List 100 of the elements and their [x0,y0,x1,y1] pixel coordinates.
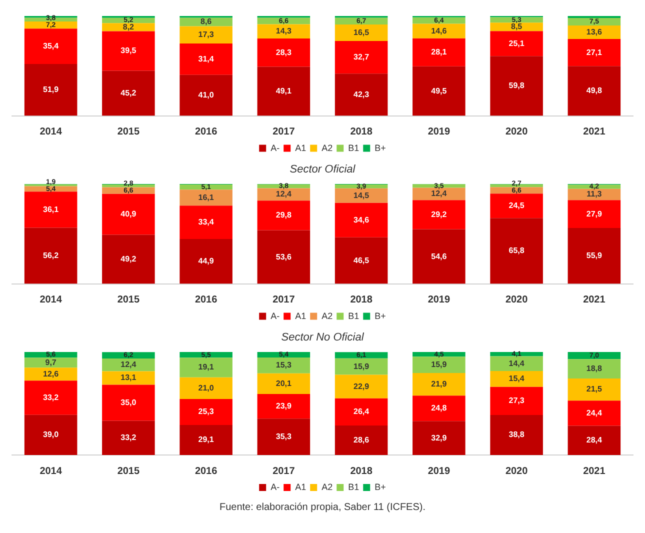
legend-label: A2 [322,482,333,492]
bar [334,426,388,455]
data-label: 21,0 [198,383,214,392]
data-label: 16,1 [198,192,214,202]
bar [490,356,543,372]
bar [334,398,388,426]
bar [180,358,232,378]
x-tick-label: 2019 [428,466,450,477]
bar [257,188,310,201]
bar [24,368,78,381]
x-tick-label: 2018 [350,294,373,306]
data-label: 15,9 [431,360,448,370]
bar [490,386,543,416]
bar [412,373,466,396]
x-tick-label: 2015 [117,466,140,477]
bar [334,237,388,284]
legend-label: B1 [348,310,360,321]
bar [412,200,466,230]
data-label: 12,4 [276,190,292,199]
bar [24,28,78,64]
data-label: 8,6 [200,17,212,26]
x-tick-label: 2020 [505,126,528,138]
data-label: 19,1 [198,362,214,372]
bar [24,414,78,455]
bar [568,184,621,189]
data-label: 65,8 [508,246,525,256]
bar [180,206,232,239]
data-label: 33,2 [120,433,137,442]
x-tick-label: 2020 [505,466,528,477]
bar [102,420,155,455]
bar [102,384,155,421]
bar [102,352,155,358]
bar [24,380,78,415]
source-note: Fuente: elaboración propia, Saber 11 (ICFES). [218,502,427,513]
data-label: 34,6 [354,215,370,224]
data-label: 55,9 [586,251,603,260]
data-label: 27,9 [586,209,603,218]
data-label: 13,1 [120,373,137,382]
bar [257,373,310,394]
data-label: 39,0 [43,430,60,440]
x-tick-label: 2021 [583,466,606,477]
text: Sector No Oficial [281,331,364,344]
data-label: 29,2 [431,210,448,219]
x-tick-label: 2020 [505,294,528,306]
data-label: 14,6 [431,26,448,36]
bar [490,22,543,32]
bar [568,400,621,426]
data-label: 32,9 [431,433,448,442]
bar [490,371,543,387]
bar [334,24,388,41]
bar [102,194,155,235]
bar [180,26,232,44]
legend-label: B+ [374,310,386,321]
data-label: 35,0 [120,398,137,407]
x-tick-label: 2017 [272,466,296,477]
data-label: 15,3 [276,360,292,370]
bar [412,38,466,66]
data-label: 14,3 [276,26,292,36]
bar [412,229,466,284]
data-label: 42,3 [354,90,370,99]
data-label: 39,5 [120,46,137,56]
bar [412,356,466,374]
data-label: 28,1 [431,48,448,57]
bar [102,23,155,32]
x-tick-label: 2018 [350,126,373,138]
data-label: 23,9 [276,402,292,411]
data-label: 14,4 [508,358,525,368]
x-tick-label: 2017 [272,126,296,138]
bar [102,31,155,71]
data-label: 28,3 [276,48,292,57]
bar [180,238,232,284]
data-label: 24,5 [508,201,525,210]
data-label: 49,5 [431,86,448,96]
bar [24,64,78,116]
bar [180,425,232,455]
data-label: 8,5 [511,22,523,32]
data-label: 21,9 [431,379,448,388]
data-label: 46,5 [354,256,370,265]
data-label: 49,8 [586,86,603,96]
legend-label: A- [270,142,280,153]
bar [257,24,310,39]
data-label: 54,6 [431,252,448,261]
data-label: 25,1 [508,38,525,48]
data-label: 13,6 [586,27,603,36]
bar [180,18,232,26]
bar [334,358,388,375]
data-label: 8,2 [122,22,135,32]
data-label: 9,7 [45,358,57,367]
data-label: 12,4 [120,360,137,370]
bar [412,421,466,455]
bar [257,18,310,24]
bar [102,234,155,284]
text: Sector Oficial [290,163,356,176]
x-tick-label: 2015 [117,126,140,138]
data-label: 18,8 [586,364,603,373]
data-label: 36,1 [43,204,60,214]
legend-label: A1 [295,310,306,321]
bar [180,190,232,206]
bar [490,31,543,56]
bar [490,415,543,455]
